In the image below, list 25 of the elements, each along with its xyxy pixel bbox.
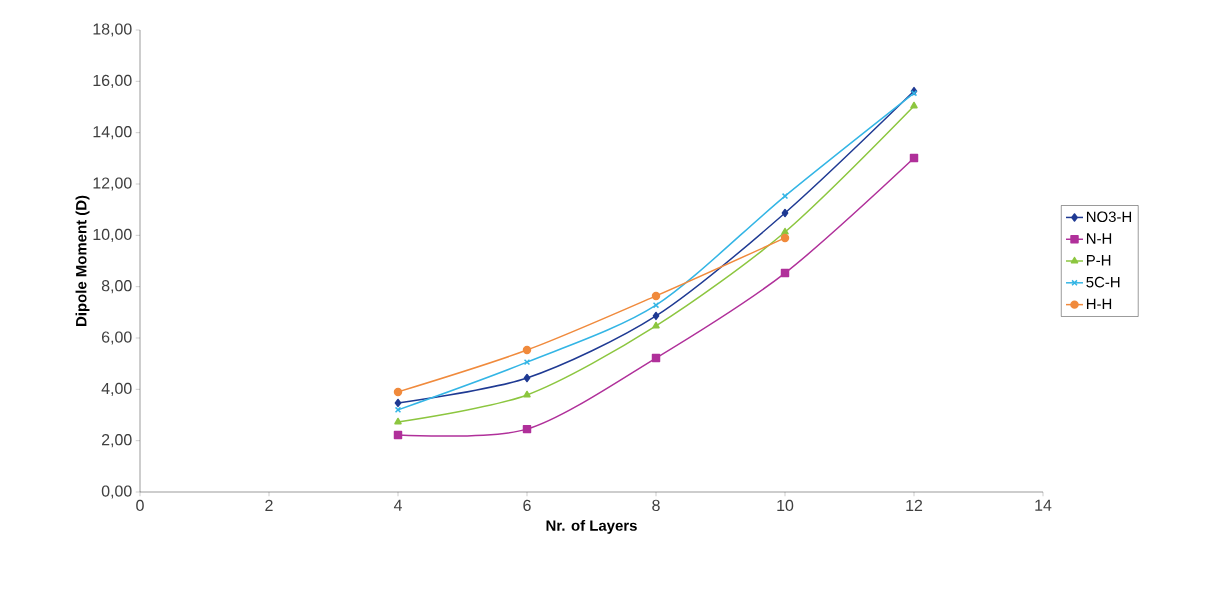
legend-label: P-H	[1086, 255, 1111, 266]
legend-label: N-H	[1086, 233, 1112, 244]
y-tick-label: 10,00	[93, 228, 132, 242]
legend-label: NO3-H	[1086, 211, 1132, 223]
x-tick-label: 4	[393, 499, 402, 511]
x-axis-title: Nr. of Layers	[546, 519, 637, 534]
x-tick-label: 10	[777, 499, 794, 512]
legend-label: H-H	[1086, 298, 1112, 310]
y-tick-label: 12,00	[93, 177, 132, 191]
x-tick-label: 12	[906, 499, 923, 511]
x-tick-label: 0	[136, 499, 144, 512]
y-tick-label: 8,00	[101, 280, 132, 294]
legend-label: 5C-H	[1086, 276, 1120, 288]
y-tick-label: 16,00	[93, 74, 132, 88]
y-tick-label: 0,00	[101, 485, 132, 499]
y-tick-label: 4,00	[101, 382, 132, 396]
x-tick-label: 14	[1035, 499, 1052, 511]
y-axis-title: Dipole Moment (D)	[75, 195, 90, 326]
x-tick-label: 6	[523, 499, 531, 512]
x-tick-label: 8	[652, 499, 660, 512]
y-tick-label: 14,00	[93, 126, 132, 140]
x-tick-label: 2	[265, 499, 273, 511]
y-tick-label: 6,00	[102, 331, 132, 345]
y-tick-label: 18,00	[93, 23, 132, 37]
y-tick-label: 2,00	[102, 434, 132, 448]
